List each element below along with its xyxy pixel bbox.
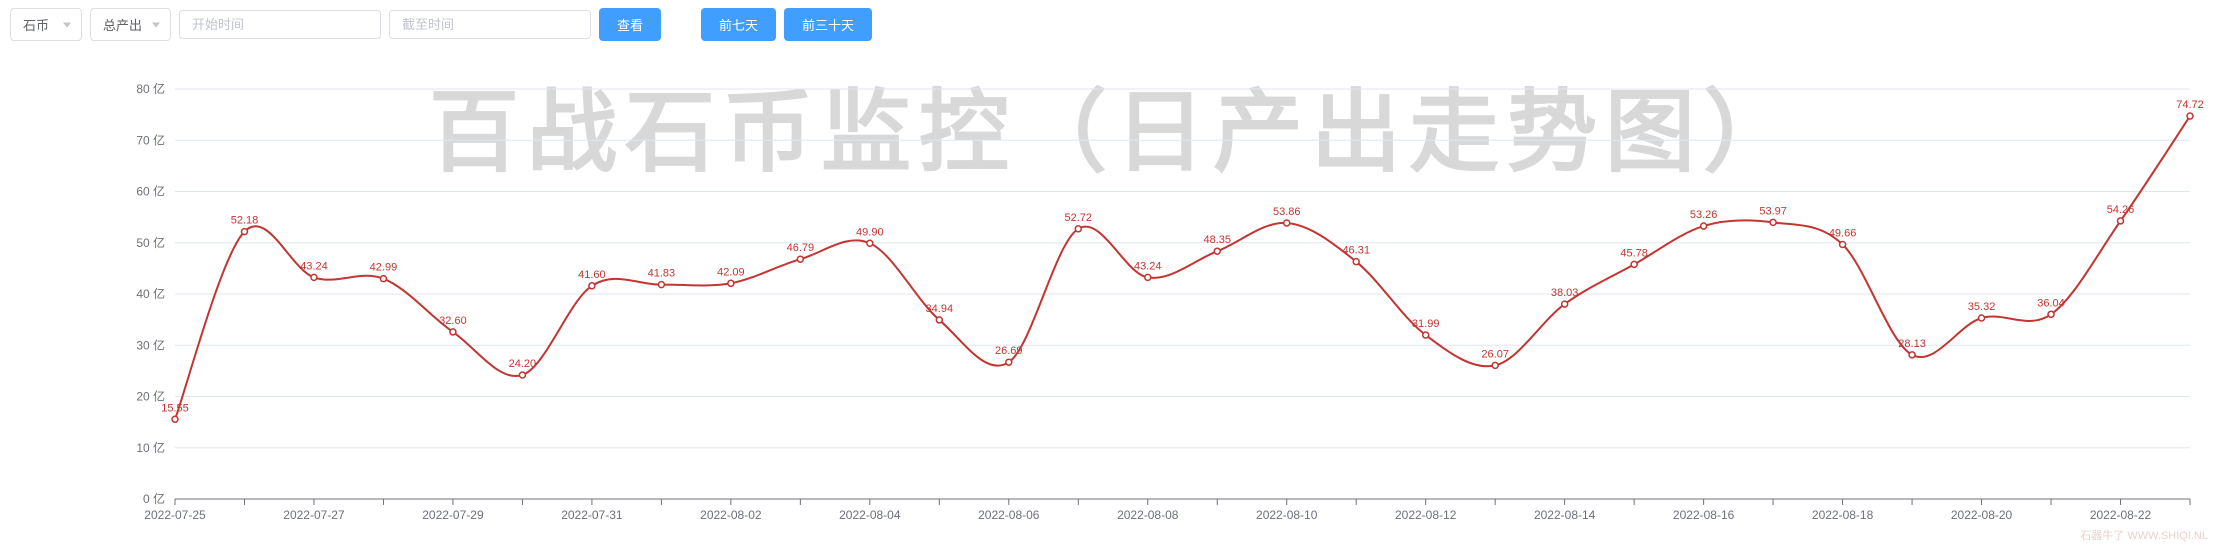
end-date-input[interactable] — [389, 10, 591, 39]
svg-text:53.26: 53.26 — [1690, 209, 1718, 221]
filter-toolbar: 石币 总产出 查看 前七天 前三十天 — [0, 0, 2230, 49]
svg-text:80 亿: 80 亿 — [136, 81, 165, 96]
svg-text:2022-08-22: 2022-08-22 — [2090, 508, 2152, 522]
svg-text:54.26: 54.26 — [2107, 204, 2135, 216]
svg-text:43.24: 43.24 — [300, 260, 328, 272]
svg-text:2022-08-14: 2022-08-14 — [1534, 508, 1596, 522]
currency-select-value: 石币 — [23, 18, 49, 33]
svg-text:49.66: 49.66 — [1829, 227, 1857, 239]
svg-text:42.09: 42.09 — [717, 266, 745, 278]
svg-text:2022-07-25: 2022-07-25 — [144, 508, 206, 522]
svg-text:2022-08-12: 2022-08-12 — [1395, 508, 1457, 522]
svg-text:46.31: 46.31 — [1342, 245, 1370, 257]
svg-text:2022-08-20: 2022-08-20 — [1951, 508, 2013, 522]
view-button[interactable]: 查看 — [599, 8, 661, 41]
svg-text:26.07: 26.07 — [1481, 348, 1509, 360]
chart-container: 百战石币监控（日产出走势图） 0 亿10 亿20 亿30 亿40 亿50 亿60… — [10, 49, 2220, 549]
svg-text:49.90: 49.90 — [856, 226, 884, 238]
svg-text:60 亿: 60 亿 — [136, 184, 165, 199]
last-30-days-button[interactable]: 前三十天 — [784, 8, 872, 41]
last-7-days-button[interactable]: 前七天 — [701, 8, 776, 41]
svg-text:48.35: 48.35 — [1203, 234, 1231, 246]
metric-select[interactable]: 总产出 — [90, 8, 171, 41]
svg-text:2022-08-08: 2022-08-08 — [1117, 508, 1179, 522]
svg-text:2022-07-27: 2022-07-27 — [283, 508, 345, 522]
svg-text:2022-07-31: 2022-07-31 — [561, 508, 623, 522]
svg-text:52.72: 52.72 — [1065, 212, 1093, 224]
svg-text:32.60: 32.60 — [439, 315, 467, 327]
metric-select-value: 总产出 — [103, 18, 142, 33]
svg-text:36.04: 36.04 — [2037, 297, 2065, 309]
svg-text:2022-08-10: 2022-08-10 — [1256, 508, 1318, 522]
svg-text:41.83: 41.83 — [648, 268, 676, 280]
currency-select[interactable]: 石币 — [10, 8, 82, 41]
svg-text:2022-08-18: 2022-08-18 — [1812, 508, 1874, 522]
svg-text:2022-08-02: 2022-08-02 — [700, 508, 762, 522]
svg-text:40 亿: 40 亿 — [136, 286, 165, 301]
svg-text:70 亿: 70 亿 — [136, 132, 165, 147]
svg-text:35.32: 35.32 — [1968, 301, 1996, 313]
start-date-input[interactable] — [179, 10, 381, 39]
svg-text:45.78: 45.78 — [1620, 247, 1648, 259]
svg-text:24.20: 24.20 — [509, 358, 537, 370]
svg-text:2022-08-06: 2022-08-06 — [978, 508, 1040, 522]
svg-text:15.55: 15.55 — [161, 402, 189, 414]
svg-text:46.79: 46.79 — [787, 242, 815, 254]
svg-text:10 亿: 10 亿 — [136, 440, 165, 455]
svg-text:52.18: 52.18 — [231, 215, 259, 227]
svg-text:50 亿: 50 亿 — [136, 235, 165, 250]
svg-text:0 亿: 0 亿 — [143, 491, 165, 506]
svg-text:38.03: 38.03 — [1551, 287, 1579, 299]
svg-text:74.72: 74.72 — [2176, 99, 2204, 111]
svg-text:42.99: 42.99 — [370, 262, 398, 274]
svg-text:31.99: 31.99 — [1412, 318, 1440, 330]
svg-text:34.94: 34.94 — [926, 303, 954, 315]
svg-text:53.97: 53.97 — [1759, 205, 1787, 217]
line-chart: 0 亿 10 亿 20 亿 30 亿 40 亿 50 亿 60 亿 70 亿 80 亿 2022-… — [10, 49, 2220, 549]
svg-text:26.69: 26.69 — [995, 345, 1023, 357]
svg-text:2022-07-29: 2022-07-29 — [422, 508, 484, 522]
svg-text:30 亿: 30 亿 — [136, 337, 165, 352]
svg-text:53.86: 53.86 — [1273, 206, 1301, 218]
svg-text:2022-08-16: 2022-08-16 — [1673, 508, 1735, 522]
svg-text:41.60: 41.60 — [578, 269, 606, 281]
svg-text:20 亿: 20 亿 — [136, 389, 165, 404]
svg-text:28.13: 28.13 — [1898, 338, 1926, 350]
svg-text:43.24: 43.24 — [1134, 260, 1162, 272]
svg-text:2022-08-04: 2022-08-04 — [839, 508, 901, 522]
